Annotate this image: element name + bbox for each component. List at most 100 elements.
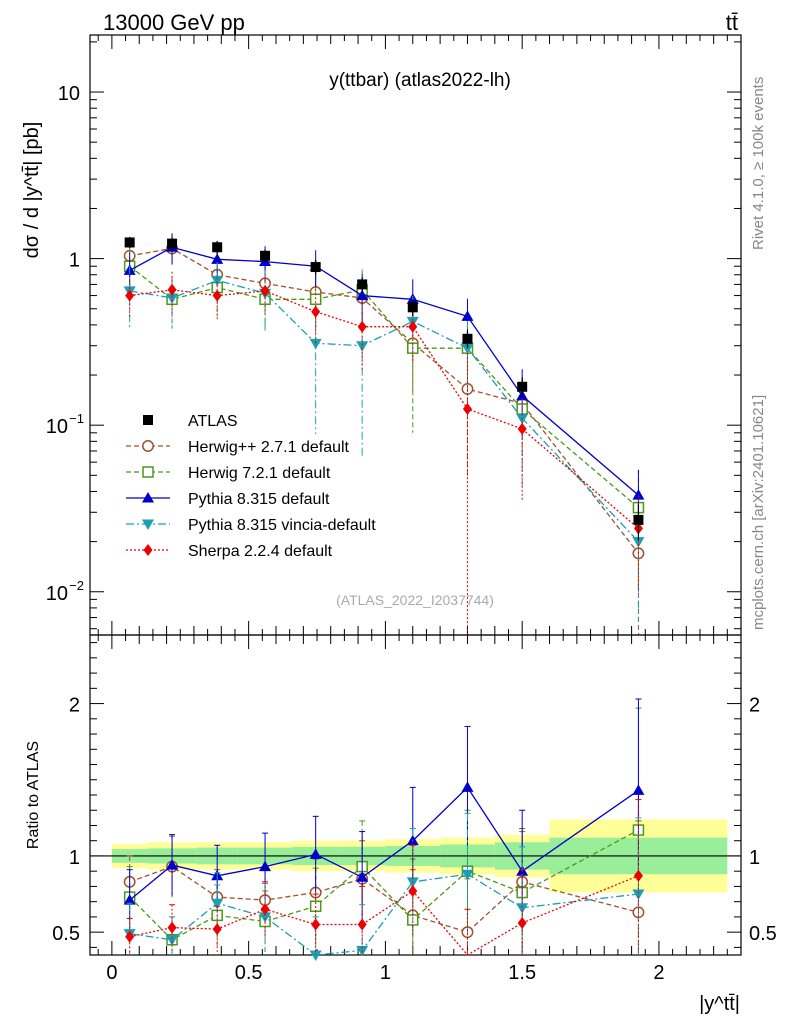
ratio-point-sherpa-2-2-4-default xyxy=(357,918,367,931)
ratio-point-pythia-8-315-default xyxy=(632,784,645,795)
main-point-sherpa-2-2-4-default xyxy=(167,283,177,296)
ratio-line-pythia-8-315-vincia-default xyxy=(129,873,639,956)
legend-label-herwig-2-7-1-default: Herwig++ 2.7.1 default xyxy=(188,439,350,456)
main-line-herwig-7-2-1-default xyxy=(129,265,639,509)
ratio-point-sherpa-2-2-4-default xyxy=(125,930,135,943)
ratio-y-tick-label-right: 1 xyxy=(749,847,760,869)
analysis-id: (ATLAS_2022_I2037744) xyxy=(336,592,494,608)
main-line-herwig-2-7-1-default xyxy=(129,247,639,554)
ratio-point-pythia-8-315-vincia-default xyxy=(461,869,474,881)
legend-marker-atlas xyxy=(143,415,153,425)
main-point-sherpa-2-2-4-default xyxy=(311,305,321,318)
ratio-y-tick-label-right: 0.5 xyxy=(749,923,777,945)
legend-label-atlas: ATLAS xyxy=(188,413,238,430)
main-point-pythia-8-315-default xyxy=(356,289,369,301)
main-series-atlas xyxy=(124,236,644,540)
ratio-point-pythia-8-315-default xyxy=(356,871,369,882)
main-series-herwig-2-7-1-default xyxy=(123,234,645,635)
mcplots-label: mcplots.cern.ch [arXiv:2401.10621] xyxy=(750,395,767,630)
main-point-pythia-8-315-default xyxy=(461,310,474,321)
ratio-plot-frame xyxy=(89,634,742,956)
legend-marker-pythia-8-315-vincia-default xyxy=(142,519,154,530)
main-y-tick-label: 10 xyxy=(58,83,80,105)
main-line-pythia-8-315-vincia-default xyxy=(129,279,639,543)
ratio-point-sherpa-2-2-4-default xyxy=(167,921,177,934)
ratio-point-sherpa-2-2-4-default xyxy=(517,917,527,929)
x-tick-label: 0.5 xyxy=(235,962,263,984)
legend-label-sherpa-2-2-4-default: Sherpa 2.2.4 default xyxy=(188,543,333,560)
ratio-axis-ticks: 0.5 0.5 1 1 2 2 0 0.5 1 1.5 2 xyxy=(52,635,777,984)
main-point-sherpa-2-2-4-default xyxy=(212,289,222,302)
main-point-sherpa-2-2-4-default xyxy=(260,284,270,297)
ratio-point-pythia-8-315-vincia-default xyxy=(632,889,645,901)
ratio-point-sherpa-2-2-4-default xyxy=(212,923,222,936)
header-right: tt̄ xyxy=(726,10,738,35)
main-point-pythia-8-315-vincia-default xyxy=(632,537,645,548)
ratio-point-sherpa-2-2-4-default xyxy=(260,903,270,916)
plot-title: y(ttbar) (atlas2022-lh) xyxy=(329,70,511,91)
ratio-point-sherpa-2-2-4-default xyxy=(311,918,321,931)
main-point-pythia-8-315-default xyxy=(211,253,224,264)
ratio-point-pythia-8-315-vincia-default xyxy=(166,935,179,946)
ratio-point-pythia-8-315-vincia-default xyxy=(309,950,322,961)
main-point-pythia-8-315-vincia-default xyxy=(356,341,369,352)
main-point-sherpa-2-2-4-default xyxy=(517,422,527,435)
legend-marker-sherpa-2-2-4-default xyxy=(143,544,153,556)
x-tick-label: 1 xyxy=(380,962,391,984)
main-point-pythia-8-315-vincia-default xyxy=(166,293,179,305)
main-series-pythia-8-315-vincia-default xyxy=(123,261,645,622)
header-left: 13000 GeV pp xyxy=(103,10,245,35)
x-axis-label: |y^tt̄| xyxy=(699,993,740,1015)
ratio-point-pythia-8-315-default xyxy=(166,859,179,870)
main-point-sherpa-2-2-4-default xyxy=(357,320,367,333)
main-line-pythia-8-315-default xyxy=(129,246,639,496)
ratio-point-pythia-8-315-vincia-default xyxy=(516,903,529,914)
ratio-point-pythia-8-315-default xyxy=(259,860,272,872)
ratio-y-tick-label-left: 2 xyxy=(69,695,80,717)
ratio-y-tick-label-left: 0.5 xyxy=(52,923,80,945)
legend-label-pythia-8-315-default: Pythia 8.315 default xyxy=(188,491,330,508)
ratio-series-sherpa-2-2-4-default xyxy=(125,799,643,956)
ratio-line-sherpa-2-2-4-default xyxy=(129,875,639,956)
atlas-data-point xyxy=(462,333,473,344)
atlas-data-point xyxy=(407,302,418,313)
atlas-data-point xyxy=(517,381,528,392)
legend: ATLAS Herwig++ 2.7.1 default Herwig 7.2.1 … xyxy=(126,413,376,560)
x-tick-label: 2 xyxy=(653,962,664,984)
atlas-data-point xyxy=(260,250,271,261)
ratio-point-pythia-8-315-default xyxy=(309,848,322,859)
main-y-tick-label: 10 xyxy=(46,416,68,438)
atlas-data-point xyxy=(357,279,368,290)
y-axis-label: dσ / d |y^tt̄| [pb] xyxy=(21,122,43,259)
legend-label-herwig-7-2-1-default: Herwig 7.2.1 default xyxy=(188,465,331,482)
main-y-tick-exponent: −2 xyxy=(69,578,84,593)
rivet-label: Rivet 4.1.0, ≥ 100k events xyxy=(750,77,767,250)
main-point-sherpa-2-2-4-default xyxy=(125,289,135,302)
main-point-pythia-8-315-vincia-default xyxy=(309,338,322,350)
ratio-point-pythia-8-315-default xyxy=(123,894,136,905)
atlas-data-point xyxy=(212,242,223,253)
main-point-sherpa-2-2-4-default xyxy=(408,320,418,333)
main-line-sherpa-2-2-4-default xyxy=(129,289,639,529)
main-point-pythia-8-315-vincia-default xyxy=(211,275,224,287)
legend-label-pythia-8-315-vincia-default: Pythia 8.315 vincia-default xyxy=(188,517,376,534)
main-point-pythia-8-315-default xyxy=(632,489,645,500)
main-y-tick-label: 10 xyxy=(46,583,68,605)
ratio-line-herwig-7-2-1-default xyxy=(129,829,639,941)
ratio-series-group xyxy=(123,698,645,961)
atlas-data-point xyxy=(633,514,644,525)
main-point-sherpa-2-2-4-default xyxy=(462,403,472,416)
x-tick-label: 0 xyxy=(106,962,117,984)
ratio-y-tick-label-right: 2 xyxy=(749,695,760,717)
ratio-point-sherpa-2-2-4-default xyxy=(408,885,418,897)
main-series-pythia-8-315-default xyxy=(123,233,645,535)
atlas-data-point xyxy=(124,237,135,248)
ratio-line-pythia-8-315-default xyxy=(129,786,639,901)
ratio-panel: Ratio to ATLAS 0.5 0.5 1 1 2 2 0 0.5 1 1.5 2 xyxy=(25,634,777,984)
atlas-data-point xyxy=(167,238,178,249)
ratio-point-pythia-8-315-vincia-default xyxy=(259,912,272,923)
legend-marker-herwig-2-7-1-default xyxy=(142,440,154,452)
ratio-point-pythia-8-315-vincia-default xyxy=(211,898,224,910)
